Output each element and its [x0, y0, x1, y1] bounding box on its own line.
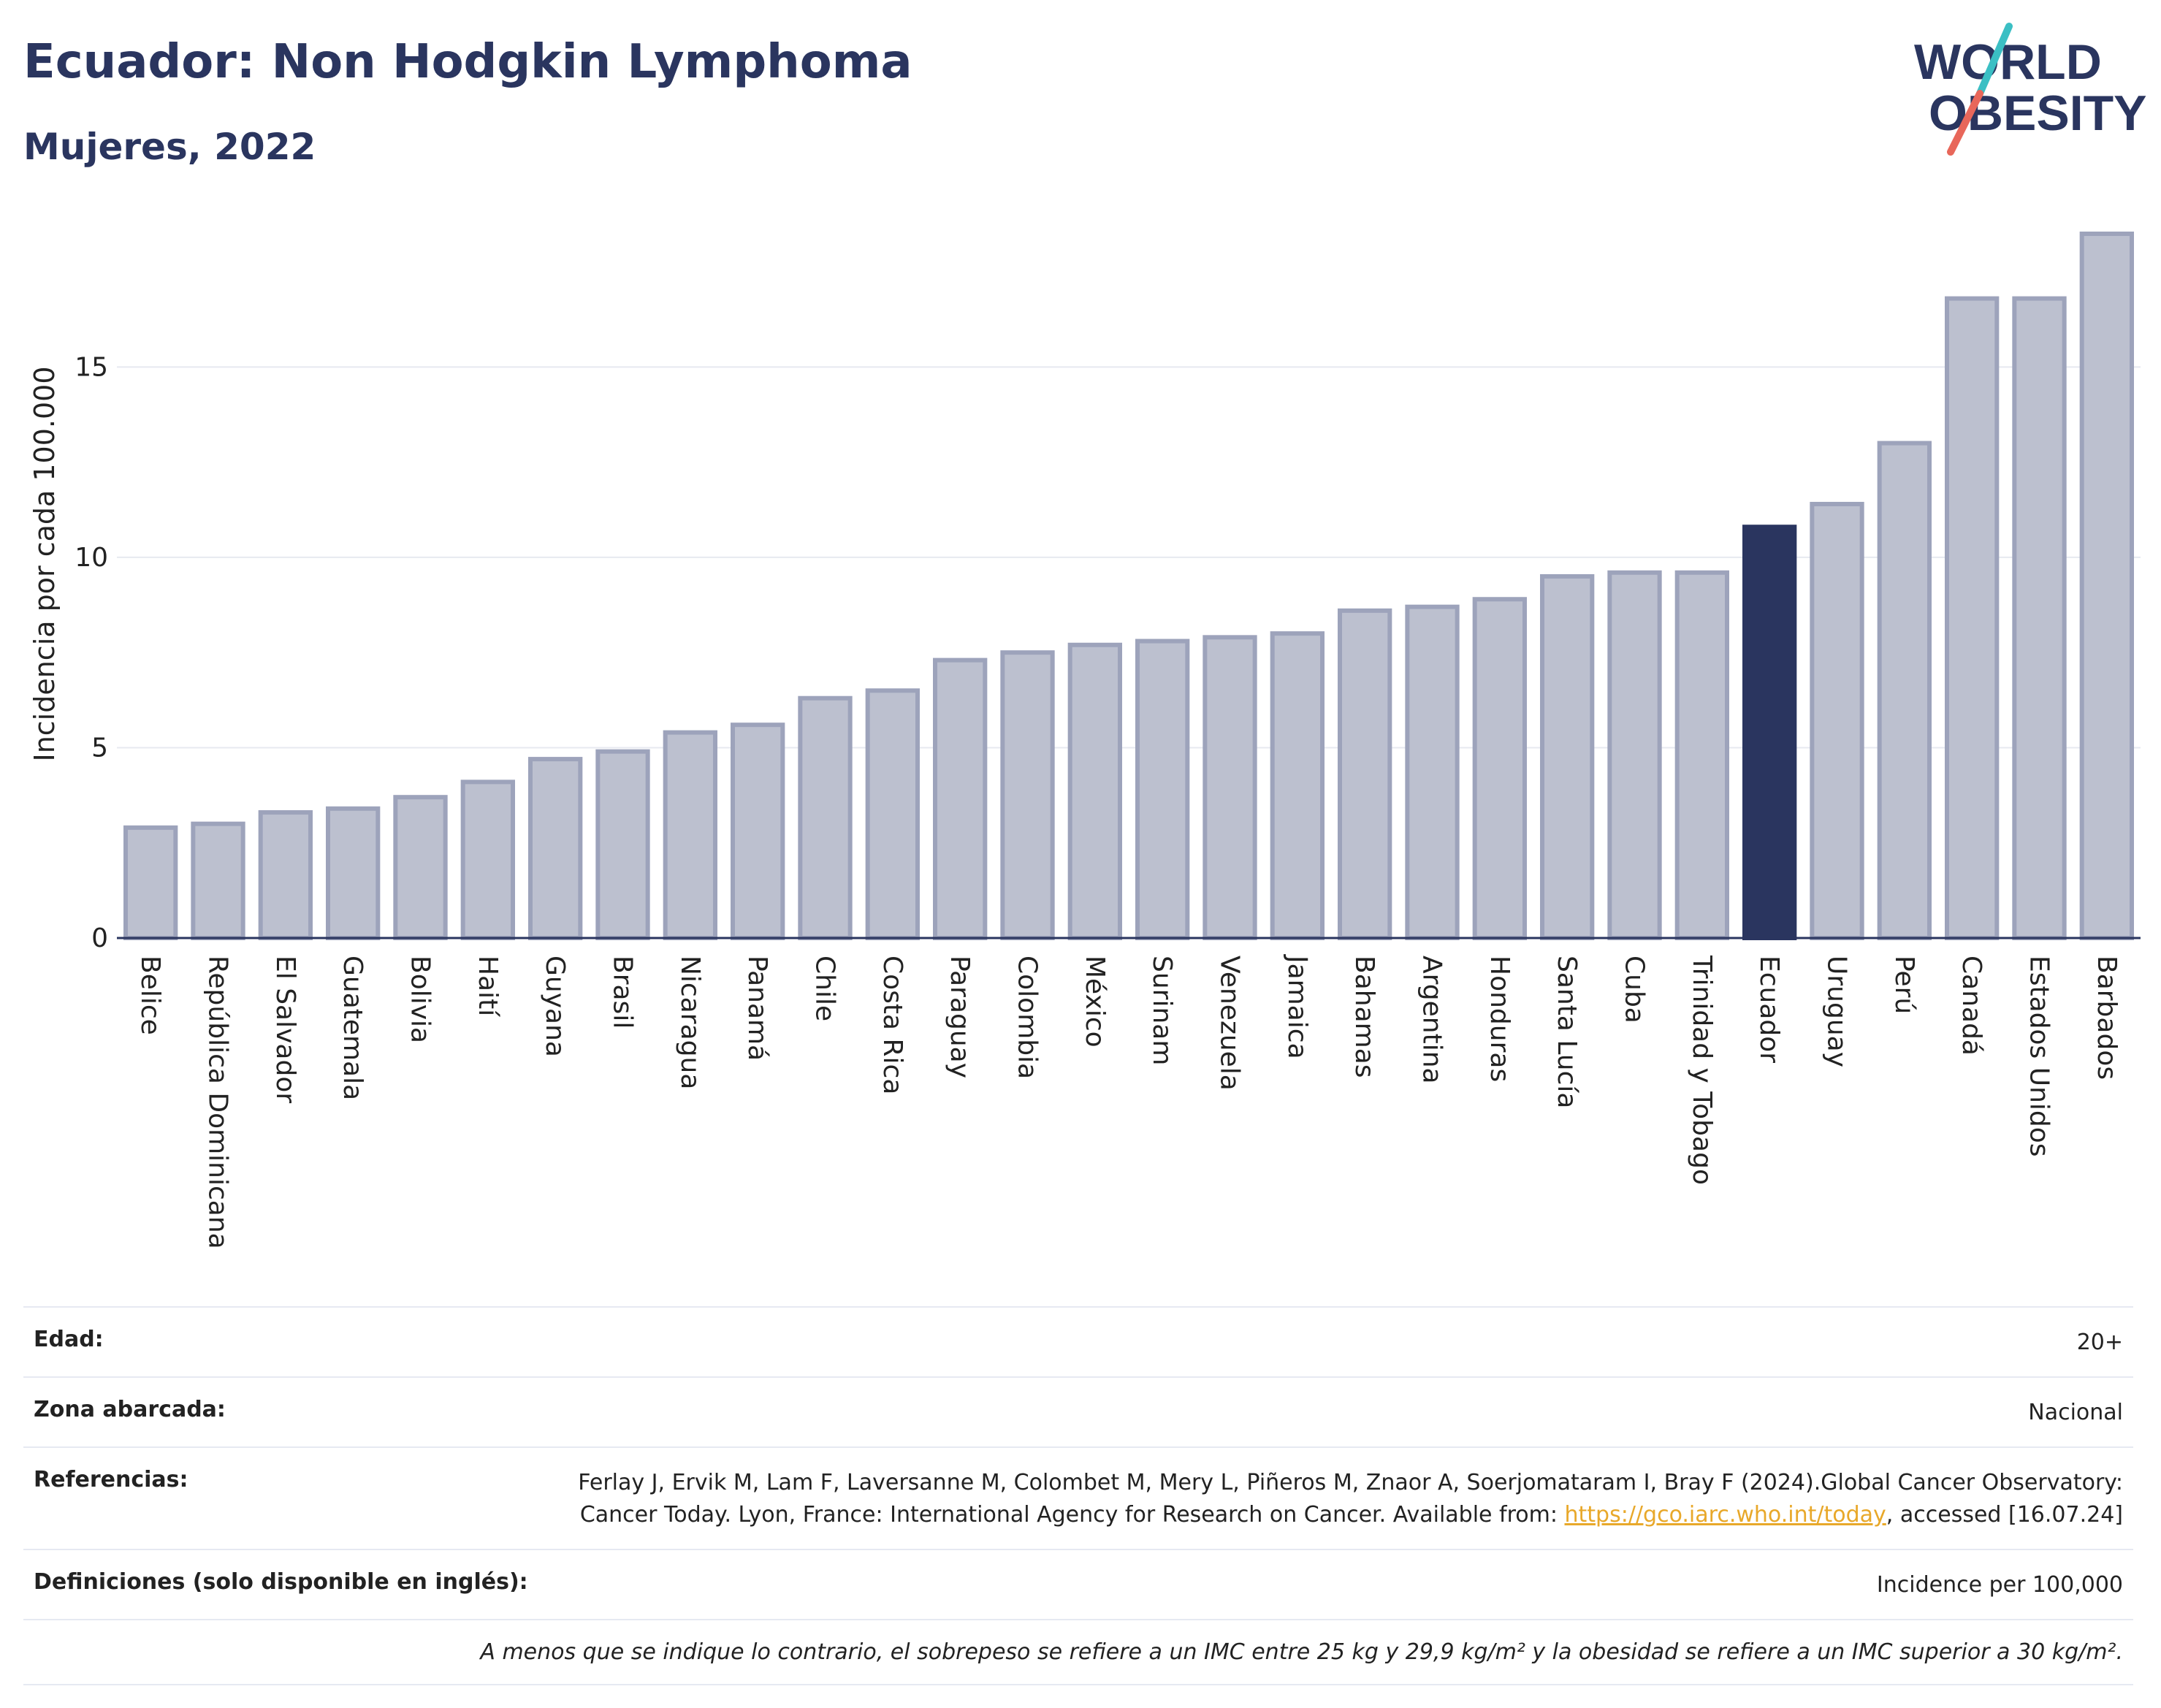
reference-text: Ferlay J, Ervik M, Lam F, Laversanne M, …	[578, 1470, 2123, 1528]
metadata-table: Edad: 20+ Zona abarcada: Nacional Refere…	[23, 1306, 2133, 1685]
bar	[2012, 296, 2067, 940]
x-tick-label: Trinidad y Tobago	[1687, 955, 1717, 1185]
bar	[1607, 570, 1662, 940]
x-tick-label: México	[1080, 956, 1110, 1048]
bar	[191, 821, 245, 940]
x-tick-label: Guyana	[540, 956, 570, 1057]
y-tick-label: 10	[75, 543, 108, 573]
y-axis-label: Incidencia por cada 100.000	[28, 366, 61, 761]
chart-subtitle: Mujeres, 2022	[23, 126, 316, 168]
x-tick-label: Estados Unidos	[2024, 956, 2054, 1157]
x-tick-label: Uruguay	[1822, 956, 1852, 1067]
x-tick-label: Nicaragua	[675, 956, 705, 1089]
x-tick-label: Venezuela	[1215, 956, 1245, 1091]
reference-link[interactable]: https://gco.iarc.who.int/today	[1564, 1502, 1886, 1528]
meta-row-definitions: Definiciones (solo disponible en inglés)…	[23, 1549, 2133, 1619]
footnote: A menos que se indique lo contrario, el …	[23, 1619, 2133, 1685]
logo-text-world: WORLD	[1914, 34, 2102, 90]
bar	[528, 757, 583, 941]
x-tick-label: República Dominicana	[203, 956, 233, 1249]
bar	[1877, 441, 1932, 940]
x-tick-label: Bahamas	[1349, 956, 1379, 1078]
x-tick-label: Ecuador	[1754, 956, 1784, 1063]
bar-chart: 0 5 10 15 Incidencia por cada 100.000 Belice R…	[28, 232, 2141, 1249]
bar	[258, 810, 313, 940]
bar	[1405, 604, 1460, 941]
y-tick-label: 0	[91, 923, 108, 953]
bar	[2079, 232, 2134, 940]
meta-row-references: Referencias: Ferlay J, Ervik M, Lam F, L…	[23, 1446, 2133, 1549]
reference-accessed: , accessed [16.07.24]	[1886, 1502, 2123, 1528]
bar-highlight	[1742, 525, 1797, 940]
meta-value-area: Nacional	[2028, 1400, 2123, 1425]
meta-label-definitions: Definiciones (solo disponible en inglés)…	[34, 1569, 528, 1595]
bar	[663, 730, 717, 940]
bar	[1338, 608, 1392, 941]
y-tick-label: 15	[75, 352, 108, 382]
x-tick-label: Guatemala	[338, 956, 367, 1100]
bar	[731, 723, 785, 940]
bar	[1135, 638, 1190, 940]
bar	[1067, 642, 1122, 940]
logo-text-obesity: OBESITY	[1929, 85, 2147, 141]
x-tick-label: Barbados	[2092, 956, 2122, 1080]
bar	[1674, 570, 1729, 940]
x-tick-label: Chile	[810, 956, 840, 1021]
x-tick-label: Brasil	[608, 956, 638, 1029]
x-tick-label: Colombia	[1013, 956, 1043, 1079]
x-tick-label: El Salvador	[270, 956, 300, 1103]
x-tick-label: Perú	[1889, 956, 1919, 1014]
bar	[933, 657, 988, 941]
x-tick-label: Cuba	[1620, 956, 1650, 1023]
bar	[865, 688, 920, 940]
bar	[393, 795, 448, 940]
bar	[595, 749, 650, 941]
bar	[1945, 296, 2000, 940]
y-tick-label: 5	[91, 733, 108, 763]
bar	[460, 779, 515, 941]
logo-slash-bottom	[1947, 90, 1983, 156]
bar	[326, 806, 381, 940]
meta-value-references: Ferlay J, Ervik M, Lam F, Laversanne M, …	[516, 1467, 2123, 1531]
meta-value-age: 20+	[2076, 1330, 2123, 1355]
chart-title: Ecuador: Non Hodgkin Lymphoma	[23, 35, 912, 89]
bar	[1540, 573, 1595, 940]
bar	[1203, 635, 1257, 940]
meta-label-age: Edad:	[34, 1327, 104, 1352]
x-tick-label: Santa Lucía	[1552, 956, 1582, 1108]
meta-value-definitions: Incidence per 100,000	[1876, 1572, 2123, 1598]
x-tick-label: Panamá	[742, 956, 772, 1061]
bar	[123, 825, 178, 940]
world-obesity-logo: WORLD OBESITY	[1914, 23, 2147, 156]
x-tick-label: Surinam	[1147, 956, 1177, 1065]
x-tick-label: Costa Rica	[877, 956, 907, 1094]
x-tick-label: Canadá	[1956, 956, 1986, 1056]
meta-label-area: Zona abarcada:	[34, 1397, 226, 1422]
bar	[1000, 650, 1055, 941]
bar	[1472, 597, 1527, 941]
x-tick-label: Bolivia	[405, 956, 435, 1043]
x-tick-label: Haití	[473, 956, 503, 1017]
x-tick-label: Jamaica	[1282, 954, 1312, 1059]
meta-row-area: Zona abarcada: Nacional	[23, 1376, 2133, 1446]
meta-row-age: Edad: 20+	[23, 1306, 2133, 1376]
bar	[1270, 631, 1325, 940]
logo-slash-top	[1976, 23, 2013, 97]
bar	[1810, 501, 1864, 940]
x-tick-label: Argentina	[1417, 956, 1447, 1084]
x-tick-label: Paraguay	[945, 956, 975, 1078]
bar	[798, 695, 853, 940]
x-tick-label: Belice	[135, 956, 165, 1035]
meta-label-references: Referencias:	[34, 1467, 188, 1492]
x-tick-label: Honduras	[1485, 956, 1514, 1082]
